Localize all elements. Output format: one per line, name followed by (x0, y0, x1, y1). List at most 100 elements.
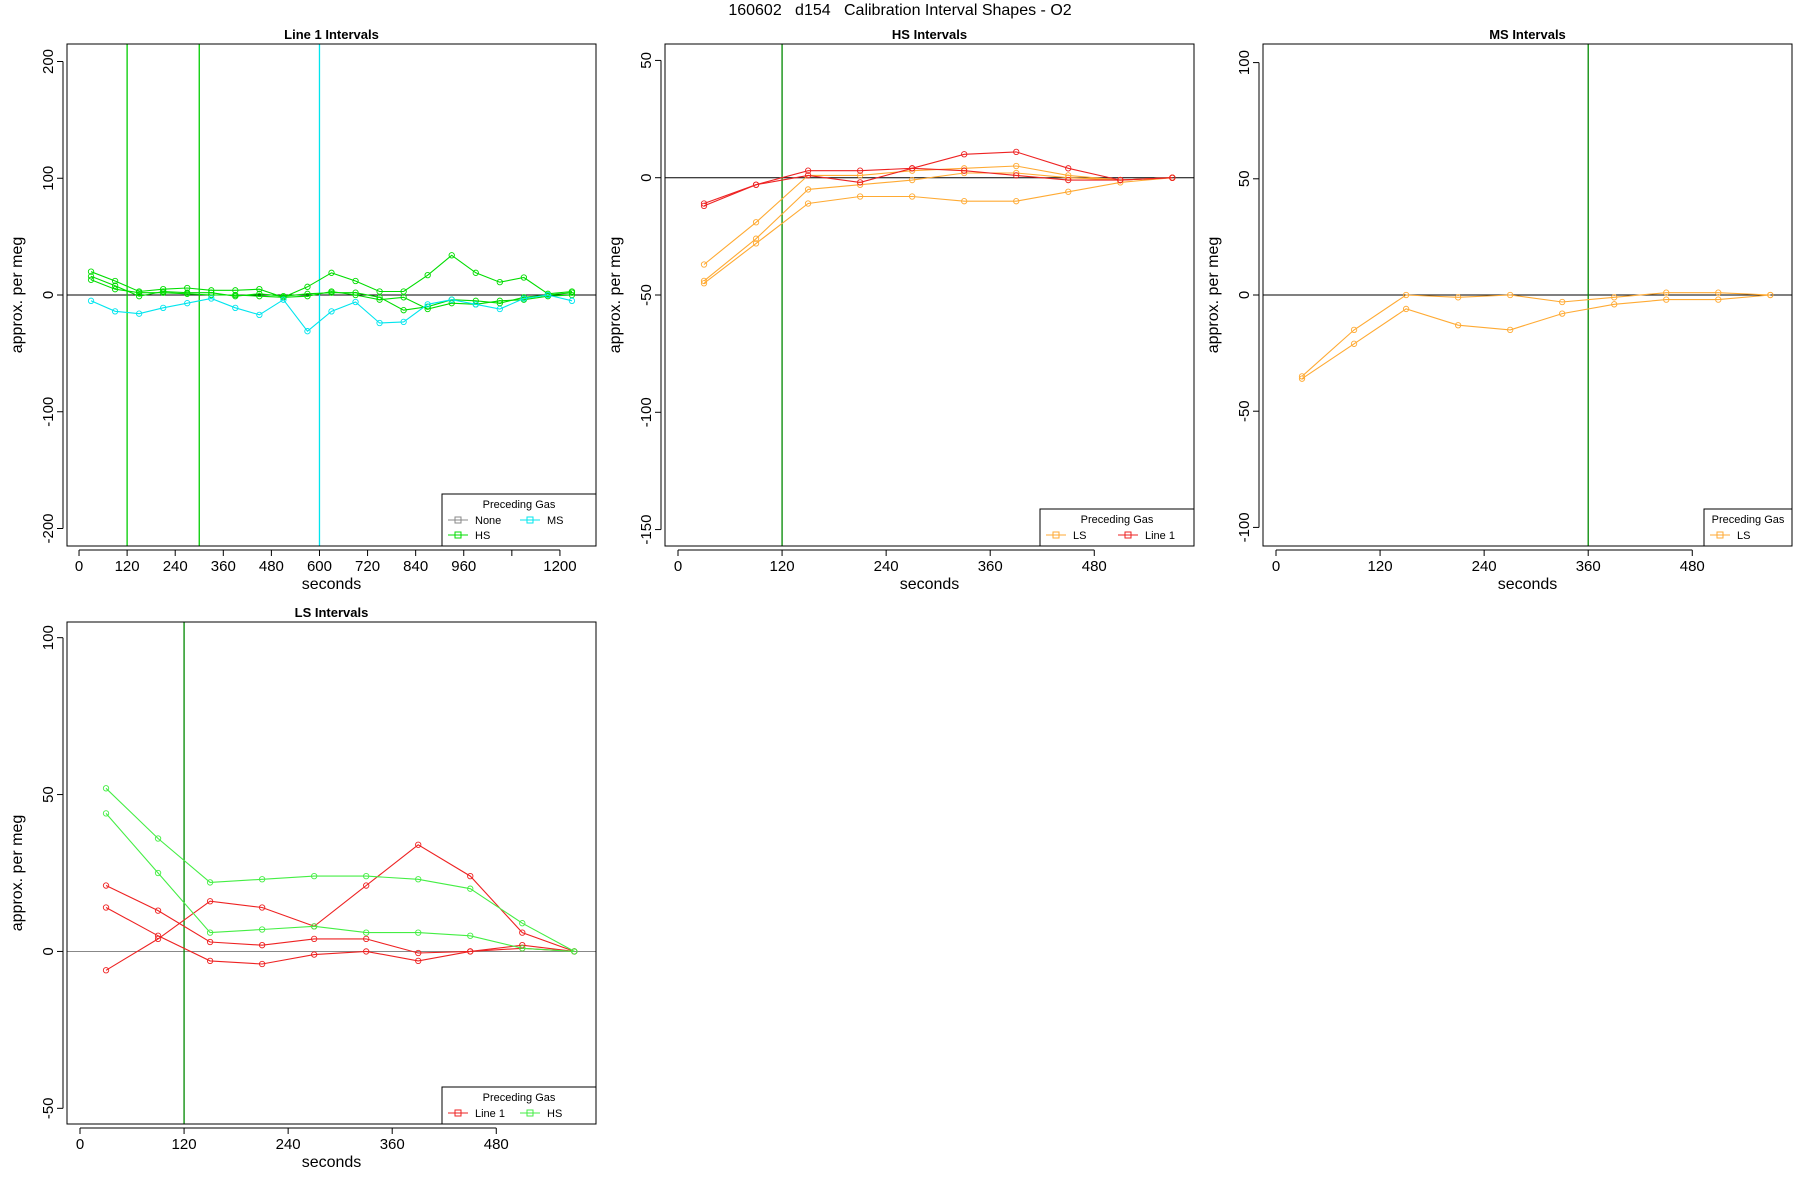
legend-marker-swatch (1052, 531, 1060, 539)
legend-box (1039, 508, 1195, 547)
data-point (352, 298, 359, 306)
y-tick-label: -50 (1236, 400, 1253, 422)
data-point (448, 300, 455, 307)
data-point (496, 297, 503, 304)
y-axis-label: approx. per meg (1205, 237, 1222, 354)
data-point (135, 293, 143, 300)
data-point (1065, 188, 1072, 195)
data-point (519, 945, 526, 952)
series-line-hs (105, 787, 575, 952)
x-axis-label: seconds (1498, 576, 1558, 593)
data-point (102, 882, 110, 889)
data-point (206, 879, 214, 886)
data-point (400, 307, 407, 314)
x-tick-label: 0 (75, 558, 83, 575)
data-point (467, 948, 474, 955)
data-point (363, 872, 370, 880)
y-tick-label: 100 (40, 625, 57, 650)
data-point (258, 876, 266, 883)
data-point (1350, 326, 1358, 334)
legend-title: Preceding Gas (1712, 514, 1785, 526)
data-point (154, 907, 162, 914)
legend-marker-swatch (526, 1109, 534, 1117)
data-point (184, 290, 191, 297)
data-point (1350, 340, 1358, 347)
data-point (304, 293, 311, 300)
legend-box (1703, 508, 1793, 547)
data-point (102, 810, 110, 817)
figure-title: 160602 d154 Calibration Interval Shapes … (728, 2, 1072, 19)
series-line-line-1 (105, 844, 575, 971)
y-tick-label: 0 (40, 291, 57, 299)
data-point (111, 286, 119, 293)
y-axis-label: approx. per meg (607, 237, 624, 354)
legend-entry-label: HS (475, 530, 490, 542)
data-point (1715, 289, 1722, 296)
data-point (544, 291, 552, 299)
x-axis-label: seconds (302, 576, 362, 593)
series-line-hs (105, 813, 575, 952)
y-tick-label: 50 (40, 786, 57, 803)
data-point (304, 328, 311, 335)
legend: Preceding Gas None MS HS (441, 493, 597, 547)
y-tick-label: 100 (40, 166, 57, 191)
legend: Preceding Gas LS (1703, 508, 1793, 547)
chart-panel-1: Line 1 Intervals 0 120 240 360 480 600 720 840 96… (9, 27, 597, 593)
data-point (961, 198, 968, 205)
data-point (1559, 298, 1566, 306)
y-tick-label: -50 (40, 1097, 57, 1119)
x-tick-label: 840 (403, 558, 428, 575)
data-point (1117, 176, 1124, 184)
legend-marker-swatch (1716, 531, 1724, 539)
legend-marker-swatch (1124, 531, 1132, 539)
data-point (1611, 294, 1618, 301)
legend: Preceding Gas LS Line 1 (1039, 508, 1195, 547)
panel-title: LS Intervals (295, 605, 369, 620)
data-point (472, 269, 479, 276)
panel-title: MS Intervals (1489, 27, 1566, 42)
x-tick-label: 720 (355, 558, 380, 575)
data-point (111, 277, 119, 285)
data-point (135, 310, 143, 317)
data-point (415, 949, 422, 957)
y-tick-label: -100 (638, 397, 655, 427)
data-point (856, 179, 864, 186)
data-point (467, 932, 474, 939)
data-point (102, 785, 110, 792)
legend-entry-label: HS (547, 1108, 562, 1120)
data-point (208, 291, 215, 299)
data-point (184, 300, 191, 307)
data-point (519, 920, 526, 927)
data-point (520, 295, 528, 302)
data-point (400, 294, 407, 301)
x-tick-label: 360 (978, 558, 1003, 575)
data-point (206, 957, 214, 964)
legend-entry-label: LS (1073, 530, 1086, 542)
data-point (376, 296, 383, 303)
data-point (1013, 148, 1020, 156)
data-point (328, 288, 335, 295)
data-point (909, 193, 916, 200)
x-tick-label: 0 (76, 1136, 84, 1153)
y-tick-label: 200 (40, 49, 57, 74)
x-tick-label: 120 (115, 558, 140, 575)
x-tick-label: 240 (163, 558, 188, 575)
data-point (1663, 289, 1670, 296)
legend-box (441, 1086, 597, 1125)
chart-panel-4: LS Intervals 0 120 240 360 480 seconds -50 0 50 10… (9, 605, 597, 1171)
series-line-line-1 (703, 167, 1173, 207)
data-point (415, 876, 422, 883)
data-point (1454, 294, 1462, 301)
x-tick-label: 480 (484, 1136, 509, 1153)
data-point (519, 929, 526, 936)
x-tick-label: 240 (1472, 558, 1497, 575)
data-point (1402, 291, 1410, 299)
y-tick-label: -100 (40, 397, 57, 427)
data-point (472, 301, 479, 308)
data-point (258, 904, 266, 911)
x-axis-label: seconds (900, 576, 960, 593)
data-point (1611, 301, 1618, 308)
data-point (258, 926, 266, 933)
data-point (363, 935, 370, 943)
x-tick-label: 120 (172, 1136, 197, 1153)
